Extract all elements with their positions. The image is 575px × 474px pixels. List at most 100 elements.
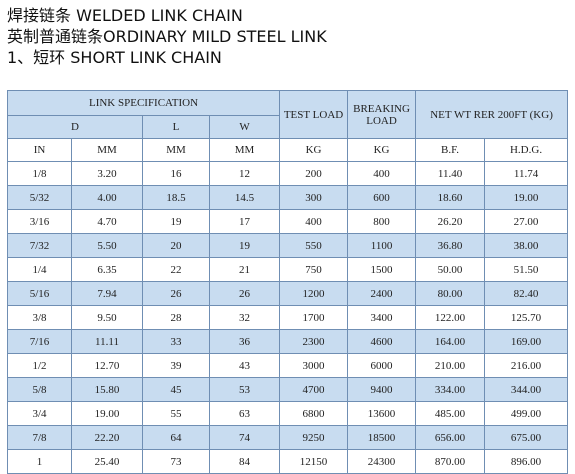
table-cell: 600 [347,185,417,210]
table-cell: 6.35 [71,257,143,282]
table-cell: 7/32 [7,233,72,258]
table-row: 7/16 11.11 33 36 2300 4600 164.00 169.00 [7,329,569,354]
table-row: 3/16 4.70 19 17 400 800 26.20 27.00 [7,209,569,234]
table-cell: 19 [208,233,281,258]
table-cell: 3/16 [7,209,72,234]
table-row: 5/32 4.00 18.5 14.5 300 600 18.60 19.00 [7,185,569,210]
table-cell: 64 [142,425,210,450]
link-chain-spec-table: LINK SPECIFICATION TEST LOAD BREAKING LO… [6,90,569,474]
table-cell: 1200 [279,281,349,306]
table-cell: 28 [142,305,210,330]
table-cell: 550 [279,233,349,258]
table-cell: 485.00 [415,401,486,426]
table-cell: 13600 [347,401,417,426]
table-cell: 4600 [347,329,417,354]
header-net-weight: NET WT RER 200FT (KG) [415,90,569,139]
table-row: 3/8 9.50 28 32 1700 3400 122.00 125.70 [7,305,569,330]
table-cell: 344.00 [484,377,569,402]
table-cell: 2400 [347,281,417,306]
table-cell: 19.00 [71,401,143,426]
table-cell: 3400 [347,305,417,330]
table-cell: 9250 [279,425,349,450]
table-cell: 1500 [347,257,417,282]
table-cell: 125.70 [484,305,569,330]
table-cell: 400 [279,209,349,234]
table-cell: 210.00 [415,353,486,378]
table-cell: 7/8 [7,425,72,450]
table-cell: 122.00 [415,305,486,330]
table-cell: 870.00 [415,449,486,474]
table-cell: 896.00 [484,449,569,474]
table-cell: 63 [208,401,281,426]
table-cell: 39 [142,353,210,378]
table-cell: 12.70 [71,353,143,378]
table-cell: 73 [142,449,210,474]
table-cell: 3/4 [7,401,72,426]
title-short-link-chain: 1、短环 SHORT LINK CHAIN [7,48,222,67]
table-cell: 5.50 [71,233,143,258]
header-test-load: TEST LOAD [279,90,349,139]
table-cell: 675.00 [484,425,569,450]
table-cell: 216.00 [484,353,569,378]
table-cell: 4.00 [71,185,143,210]
header-breaking-load: BREAKING LOAD [347,90,417,139]
table-cell: 3.20 [71,161,143,186]
table-cell: 1/4 [7,257,72,282]
table-cell: 12150 [279,449,349,474]
table-cell: 750 [279,257,349,282]
table-cell: 53 [208,377,281,402]
table-cell: 15.80 [71,377,143,402]
table-cell: 51.50 [484,257,569,282]
table-cell: 26 [142,281,210,306]
table-cell: 18500 [347,425,417,450]
table-cell: 9.50 [71,305,143,330]
table-cell: 5/16 [7,281,72,306]
table-cell: 1 [7,449,72,474]
unit-cell: IN [7,138,72,162]
table-cell: 11.11 [71,329,143,354]
table-cell: 6800 [279,401,349,426]
header-l: L [142,115,210,139]
table-cell: 21 [208,257,281,282]
table-cell: 19 [142,209,210,234]
table-cell: 36 [208,329,281,354]
table-cell: 32 [208,305,281,330]
table-cell: 11.74 [484,161,569,186]
table-cell: 1/2 [7,353,72,378]
table-cell: 1100 [347,233,417,258]
header-w: W [208,115,281,139]
table-row: 5/16 7.94 26 26 1200 2400 80.00 82.40 [7,281,569,306]
table-cell: 334.00 [415,377,486,402]
title-welded-link-chain: 焊接链条 WELDED LINK CHAIN [7,6,243,25]
table-cell: 7/16 [7,329,72,354]
unit-cell: H.D.G. [484,138,569,162]
table-cell: 50.00 [415,257,486,282]
table-row: 3/4 19.00 55 63 6800 13600 485.00 499.00 [7,401,569,426]
table-body: 1/8 3.20 16 12 200 400 11.40 11.74 5/32 4.00 18.5 1… [7,161,569,474]
table-cell: 800 [347,209,417,234]
table-cell: 3/8 [7,305,72,330]
table-cell: 300 [279,185,349,210]
table-cell: 200 [279,161,349,186]
header-link-specification: LINK SPECIFICATION [6,90,281,116]
table-cell: 19.00 [484,185,569,210]
title-block: 焊接链条 WELDED LINK CHAIN 英制普通链条ORDINARY MI… [7,5,327,68]
table-cell: 26 [208,281,281,306]
table-row: 1/4 6.35 22 21 750 1500 50.00 51.50 [7,257,569,282]
table-row: 1/2 12.70 39 43 3000 6000 210.00 216.00 [7,353,569,378]
table-row: 1 25.40 73 84 12150 24300 870.00 896.00 [7,449,569,474]
table-cell: 22.20 [71,425,143,450]
table-cell: 18.60 [415,185,486,210]
unit-cell: MM [208,138,281,162]
table-cell: 24300 [347,449,417,474]
table-cell: 7.94 [71,281,143,306]
table-cell: 22 [142,257,210,282]
table-cell: 55 [142,401,210,426]
table-cell: 14.5 [208,185,281,210]
table-cell: 74 [208,425,281,450]
table-row: 5/8 15.80 45 53 4700 9400 334.00 344.00 [7,377,569,402]
table-cell: 12 [208,161,281,186]
header-units-row: IN MM MM MM KG KG B.F. H.D.G. [7,138,569,162]
table-cell: 27.00 [484,209,569,234]
table-cell: 25.40 [71,449,143,474]
